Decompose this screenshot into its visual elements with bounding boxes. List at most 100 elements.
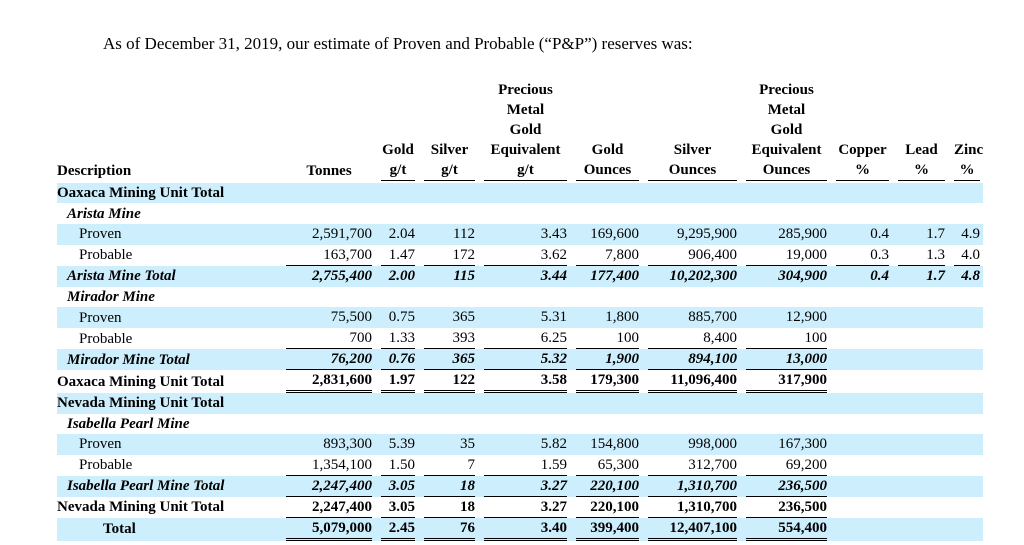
row-label: Isabella Pearl Mine [57,414,280,434]
cell [892,475,948,497]
cell-value: 1.33 [381,328,415,350]
table-row: Oaxaca Mining Unit Total [57,183,983,204]
cell-value: 700 [286,328,372,350]
cell: 2,591,700 [280,223,375,245]
cell-value: 12,407,100 [648,518,737,541]
cell-value: 3.62 [484,245,567,266]
intro-text: As of December 31, 2019, our estimate of… [103,34,693,53]
header-box: Precious Metal Gold Equivalent Ounces [746,80,827,181]
cell [418,203,478,223]
cell [830,393,892,414]
cell: 365 [418,307,478,329]
cell-value: 2.00 [388,267,415,284]
header-line: Gold [509,122,542,138]
cell [830,455,892,476]
label-text: Nevada Mining Unit Total [57,499,225,516]
cell-value: 18 [424,476,475,497]
cell-value: 177,400 [590,267,639,284]
cell [948,497,983,518]
cell-value: 2,247,400 [286,476,372,497]
cell: 115 [418,265,478,287]
cell [830,307,892,329]
header-cell: Gold Ounces [570,80,642,183]
cell: 6.25 [478,328,570,350]
label-text: Proven [79,226,122,243]
cell: 998,000 [642,433,740,455]
cell: 2.00 [375,265,418,287]
cell-value: 0.76 [381,349,415,371]
header-line: g/t [441,162,458,178]
cell: 2.45 [375,517,418,541]
header-box: Gold g/t [381,140,415,181]
cell: 1.33 [375,328,418,350]
header-line: Ounces [583,162,632,178]
cell: 5.39 [375,433,418,455]
cell: 0.4 [830,265,892,287]
cell: 236,500 [740,497,830,518]
cell [830,497,892,518]
cell-value: 2,591,700 [312,225,372,242]
cell: 0.4 [830,223,892,245]
cell-value: 154,800 [590,435,639,452]
cell-value: 167,300 [778,435,827,452]
cell [830,433,892,455]
cell [375,183,418,204]
cell: 76,200 [280,349,375,371]
cell: 1,800 [570,307,642,329]
cell [642,183,740,204]
cell-value: 1,900 [576,349,639,371]
cell [948,393,983,414]
cell-value: 220,100 [576,476,639,497]
cell: 399,400 [570,517,642,541]
cell [280,414,375,434]
header-line: Description [57,163,132,179]
table-row: Probable 1,354,100 1.50 7 1.59 65,300 312,700 6… [57,455,983,476]
label-text: Oaxaca Mining Unit Total [57,185,225,202]
cell [948,455,983,476]
cell: 2,247,400 [280,475,375,497]
cell: 18 [418,475,478,497]
cell [948,517,983,541]
header-line: % [914,162,929,178]
cell: 13,000 [740,349,830,371]
cell: 1,310,700 [642,497,740,518]
cell: 69,200 [740,455,830,476]
cell: 2,755,400 [280,265,375,287]
cell: 304,900 [740,265,830,287]
header-cell: Tonnes [280,80,375,183]
cell-value: 7,800 [576,245,639,266]
cell [570,183,642,204]
cell-value: 220,100 [576,497,639,518]
cell-value: 1,800 [605,309,639,326]
row-label: Arista Mine [57,203,280,223]
cell [830,183,892,204]
cell: 5,079,000 [280,517,375,541]
cell: 8,400 [642,328,740,350]
cell [642,414,740,434]
cell-value: 1.7 [926,225,945,242]
cell: 220,100 [570,497,642,518]
table-row: Oaxaca Mining Unit Total 2,831,600 1.97 122… [57,370,983,394]
cell [570,203,642,223]
cell: 1.59 [478,455,570,476]
cell-value: 4.8 [961,267,980,284]
row-label: Nevada Mining Unit Total [57,393,280,414]
cell [740,203,830,223]
cell: 100 [570,328,642,350]
cell: 1.50 [375,455,418,476]
label-text: Mirador Mine [67,288,155,305]
cell-value: 0.75 [388,309,415,326]
cell-value: 11,096,400 [648,370,737,394]
header-line: Gold [770,122,803,138]
cell-value: 317,900 [746,370,827,394]
cell-value: 75,500 [330,309,372,326]
cell [948,475,983,497]
label-text: Proven [79,436,122,453]
header-cell: Copper% [830,80,892,183]
cell [830,517,892,541]
cell-value: 76 [424,518,475,541]
cell-value: 5.32 [484,349,567,371]
label-text: Total [103,521,136,538]
cell: 9,295,900 [642,223,740,245]
row-label: Arista Mine Total [57,265,280,287]
